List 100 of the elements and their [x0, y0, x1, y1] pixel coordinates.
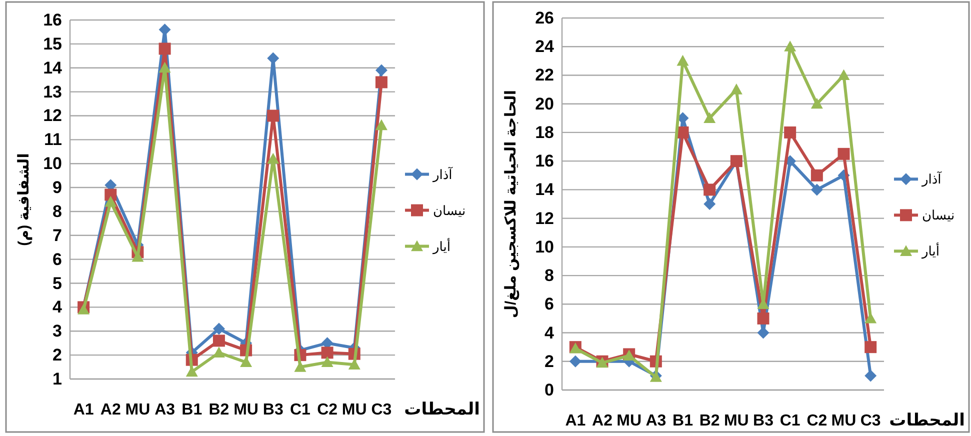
y-tick-label: 26: [535, 8, 554, 28]
x-tick-label: B1: [182, 402, 202, 418]
point: [267, 110, 280, 122]
legend-item: آذار: [405, 166, 452, 182]
point: [78, 304, 90, 314]
y-tick-label: 4: [52, 298, 63, 317]
y-tick-label: 1: [52, 370, 62, 388]
legend-label: نيسان: [433, 202, 466, 218]
y-tick-label: 12: [535, 208, 554, 228]
point: [158, 62, 171, 73]
x-tick-label: MU: [125, 402, 150, 418]
point: [158, 42, 171, 55]
y-axis-title: الحاجة الحياتية للاكسجين ملغ/ل: [502, 90, 520, 318]
y-tick-label: 10: [535, 237, 554, 256]
point: [348, 358, 360, 370]
point: [212, 334, 225, 347]
legend-item: نيسان: [894, 208, 955, 223]
x-tick-label: C1: [780, 412, 800, 430]
x-tick-label: B3: [753, 412, 774, 430]
y-tick-label: 8: [544, 266, 554, 286]
x-tick-label: A1: [565, 412, 586, 430]
point: [864, 370, 877, 382]
y-tick-label: 15: [43, 34, 62, 54]
legend-item: أيار: [894, 244, 940, 259]
x-tick-label: A2: [100, 402, 121, 418]
y-tick-label: 0: [544, 380, 554, 400]
x-axis-title: المحطات: [404, 400, 480, 418]
point: [864, 341, 877, 354]
point: [321, 346, 334, 359]
point: [810, 169, 823, 182]
y-tick-label: 5: [52, 274, 62, 293]
point: [104, 188, 117, 201]
point: [704, 184, 716, 196]
x-tick-label: B3: [262, 402, 284, 418]
x-tick-label: B2: [208, 402, 230, 418]
point: [104, 196, 117, 207]
x-tick-label: A1: [73, 402, 94, 418]
legend-item: نيسان: [405, 202, 466, 218]
point: [212, 322, 225, 335]
point: [569, 355, 582, 368]
y-tick-label: 16: [535, 152, 554, 171]
x-tick-label: MU: [342, 402, 367, 418]
y-tick-label: 24: [535, 37, 555, 56]
point: [784, 126, 796, 138]
point: [240, 356, 252, 368]
x-tick-label: C3: [860, 412, 881, 430]
y-tick-label: 3: [52, 322, 62, 341]
y-tick-label: 2: [544, 352, 554, 371]
legend-item: آذار: [894, 172, 942, 187]
y-axis-title: الشفافية (م): [16, 153, 32, 246]
point: [838, 148, 850, 160]
legend-label: آذار: [921, 170, 943, 188]
x-tick-label: C2: [806, 412, 828, 430]
y-tick-label: 22: [535, 66, 554, 85]
y-tick-label: 10: [43, 154, 62, 174]
point: [375, 119, 388, 130]
point: [375, 64, 388, 76]
x-tick-label: C1: [290, 402, 311, 418]
y-tick-label: 7: [52, 226, 62, 245]
point: [321, 356, 334, 368]
point: [294, 361, 306, 372]
x-tick-label: C3: [371, 402, 392, 418]
legend-label: نيسان: [922, 208, 955, 223]
y-tick-label: 8: [52, 202, 62, 221]
x-tick-label: MU: [831, 412, 856, 430]
legend-label: أيار: [432, 238, 450, 255]
x-tick-label: MU: [724, 412, 749, 430]
legend-item: أيار: [405, 238, 450, 254]
x-tick-label: C2: [317, 402, 338, 418]
y-tick-label: 11: [44, 130, 62, 150]
x-tick-label: A2: [592, 412, 613, 430]
point: [704, 198, 716, 210]
legend-label: أيار: [921, 242, 940, 260]
point: [757, 312, 770, 324]
legend-label: آذار: [432, 166, 454, 183]
y-tick-label: 6: [52, 250, 62, 269]
point: [375, 76, 388, 88]
y-tick-label: 6: [544, 294, 554, 314]
point: [676, 126, 689, 138]
point: [838, 69, 850, 80]
y-tick-label: 4: [544, 323, 555, 342]
point: [810, 98, 823, 109]
y-tick-label: 9: [52, 178, 62, 198]
point: [810, 184, 823, 196]
x-tick-label: B1: [672, 412, 694, 430]
y-tick-label: 14: [535, 180, 555, 200]
y-tick-label: 18: [535, 122, 554, 142]
point: [784, 40, 796, 52]
x-tick-label: B2: [699, 412, 720, 430]
y-tick-label: 20: [535, 94, 554, 114]
x-tick-label: A3: [646, 412, 666, 430]
point: [730, 84, 742, 94]
point: [676, 54, 689, 66]
point: [267, 152, 280, 164]
x-tick-label: MU: [234, 402, 258, 418]
x-tick-label: MU: [616, 412, 642, 430]
point: [704, 112, 716, 123]
y-tick-label: 2: [52, 346, 62, 365]
x-axis-title: المحطات: [889, 410, 965, 430]
y-tick-label: 13: [43, 82, 62, 102]
